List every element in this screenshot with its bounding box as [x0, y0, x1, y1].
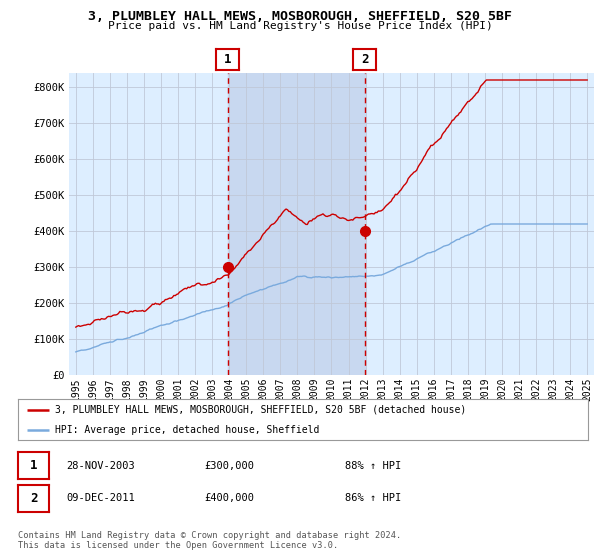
Text: 88% ↑ HPI: 88% ↑ HPI	[345, 461, 401, 471]
Text: 2: 2	[361, 53, 368, 66]
Text: HPI: Average price, detached house, Sheffield: HPI: Average price, detached house, Shef…	[55, 425, 319, 435]
Bar	[227, 73, 365, 375]
Text: £300,000: £300,000	[204, 461, 254, 471]
Text: Contains HM Land Registry data © Crown copyright and database right 2024.
This d: Contains HM Land Registry data © Crown c…	[18, 531, 401, 550]
Text: 09-DEC-2011: 09-DEC-2011	[66, 493, 135, 503]
Text: 28-NOV-2003: 28-NOV-2003	[66, 461, 135, 471]
Text: Price paid vs. HM Land Registry's House Price Index (HPI): Price paid vs. HM Land Registry's House …	[107, 21, 493, 31]
Text: 86% ↑ HPI: 86% ↑ HPI	[345, 493, 401, 503]
Text: 1: 1	[30, 459, 37, 473]
Text: 2: 2	[30, 492, 37, 505]
Text: 1: 1	[224, 53, 232, 66]
Text: £400,000: £400,000	[204, 493, 254, 503]
Text: 3, PLUMBLEY HALL MEWS, MOSBOROUGH, SHEFFIELD, S20 5BF (detached house): 3, PLUMBLEY HALL MEWS, MOSBOROUGH, SHEFF…	[55, 405, 466, 415]
Text: 3, PLUMBLEY HALL MEWS, MOSBOROUGH, SHEFFIELD, S20 5BF: 3, PLUMBLEY HALL MEWS, MOSBOROUGH, SHEFF…	[88, 10, 512, 23]
